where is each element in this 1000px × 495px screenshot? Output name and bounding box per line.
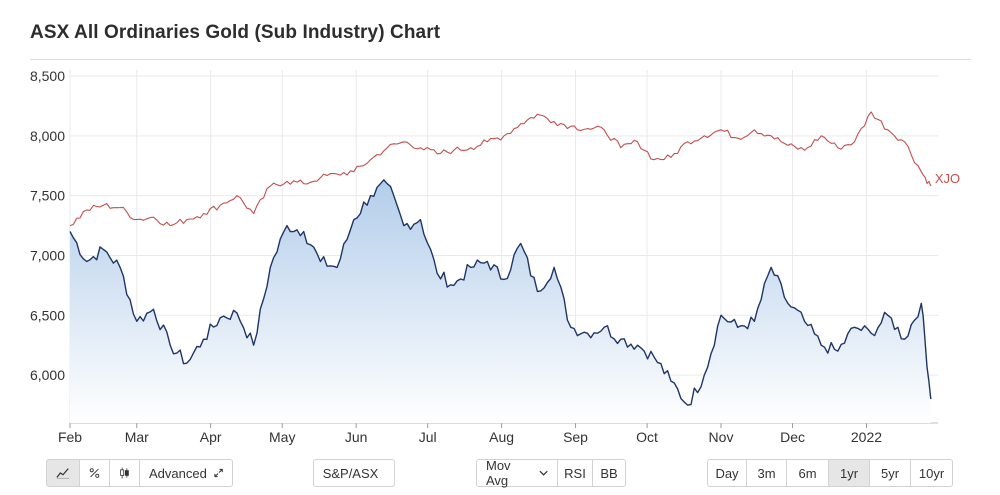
x-tick-label: Mar [125, 429, 149, 445]
y-tick-label: 6,000 [30, 367, 65, 383]
percent-button[interactable] [80, 459, 110, 487]
range-label: 3m [757, 465, 776, 481]
range-button-day[interactable]: Day [707, 459, 747, 487]
page-title: ASX All Ordinaries Gold (Sub Industry) C… [30, 22, 441, 43]
bb-label: BB [600, 465, 618, 481]
x-tick-label: Apr [200, 429, 222, 445]
x-tick-label: Feb [58, 429, 82, 445]
x-tick-label: Sep [563, 429, 588, 445]
title-divider [30, 59, 971, 60]
range-label: 5yr [880, 465, 900, 481]
advanced-button[interactable]: Advanced [140, 459, 233, 487]
x-tick-label: Oct [636, 429, 658, 445]
rsi-button[interactable]: RSI [558, 459, 593, 487]
range-label: Day [715, 465, 739, 481]
range-label: 1yr [839, 465, 859, 481]
x-tick-label: 2022 [851, 429, 882, 445]
moving-average-dropdown[interactable]: Mov Avg [476, 458, 558, 488]
price-chart[interactable]: 6,000 6,500 7,000 7,500 8,000 8,500 Feb Mar Apr M… [0, 70, 1000, 450]
bb-button[interactable]: BB [593, 459, 626, 487]
candlestick-icon [120, 467, 129, 479]
gold-index-area [70, 179, 931, 423]
line-chart-button[interactable] [46, 459, 80, 487]
x-tick-label: May [269, 429, 295, 445]
range-button-5yr[interactable]: 5yr [870, 459, 911, 487]
range-toolbar: Day 3m 6m 1yr 5yr 10yr [707, 459, 953, 487]
range-label: 6m [798, 465, 817, 481]
x-tick-label: Dec [780, 429, 805, 445]
compare-index-dropdown[interactable]: S&P/ASX [313, 459, 395, 487]
compare-toolbar: S&P/ASX [313, 459, 395, 487]
x-tick-label: Jul [419, 429, 437, 445]
x-tick-label: Nov [709, 429, 734, 445]
range-button-6m[interactable]: 6m [787, 459, 829, 487]
compare-index-label: S&P/ASX [322, 465, 379, 481]
xjo-line[interactable] [69, 111, 932, 227]
rsi-label: RSI [564, 465, 586, 481]
range-button-10yr[interactable]: 10yr [911, 459, 953, 487]
range-button-1yr[interactable]: 1yr [829, 459, 870, 487]
xjo-series-label: XJO [935, 171, 960, 186]
line-chart-icon [56, 468, 70, 479]
percent-icon [89, 468, 100, 478]
candlestick-button[interactable] [110, 459, 140, 487]
y-tick-label: 7,000 [30, 247, 65, 263]
y-tick-label: 6,500 [30, 307, 65, 323]
range-button-3m[interactable]: 3m [747, 459, 787, 487]
y-tick-label: 7,500 [30, 188, 65, 204]
moving-average-label: Mov Avg [486, 458, 511, 488]
chart-type-toolbar: Advanced [46, 459, 233, 487]
x-tick-label: Aug [489, 429, 514, 445]
expand-icon [214, 468, 223, 478]
y-tick-label: 8,000 [30, 128, 65, 144]
y-tick-label: 8,500 [30, 70, 65, 84]
advanced-label: Advanced [149, 465, 207, 481]
gold-index-line[interactable] [69, 179, 932, 406]
chevron-down-icon [539, 470, 548, 476]
x-tick-label: Jun [345, 429, 368, 445]
indicator-toolbar: Mov Avg RSI BB [476, 458, 626, 488]
range-label: 10yr [918, 465, 945, 481]
